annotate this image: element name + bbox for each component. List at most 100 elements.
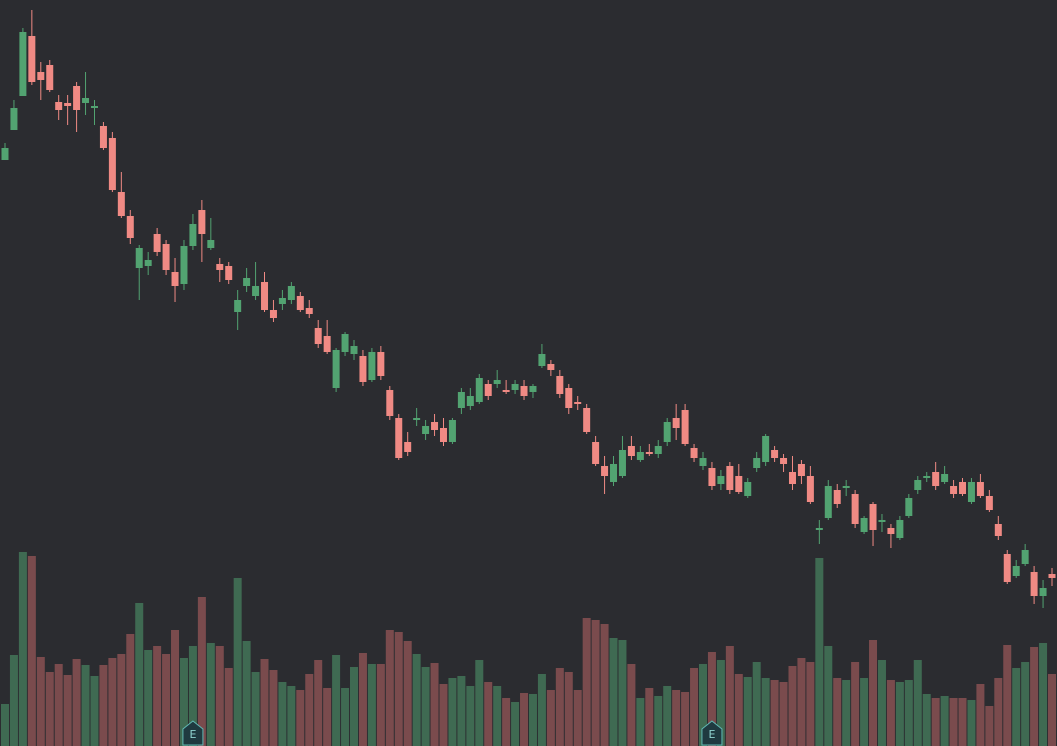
candle-body: [198, 210, 206, 234]
candle-body: [574, 402, 582, 404]
volume-bar: [215, 646, 224, 746]
candle-body: [824, 486, 832, 518]
volume-bar: [582, 618, 591, 746]
volume-bar: [27, 556, 36, 746]
event-label: E: [708, 728, 715, 741]
volume-bar: [797, 658, 806, 746]
volume-bar: [690, 668, 699, 746]
volume-bar: [54, 664, 63, 746]
candle-body: [332, 350, 340, 388]
candle-body: [529, 386, 537, 392]
volume-bar: [314, 660, 323, 746]
candle-body: [950, 486, 958, 494]
candle-body: [82, 98, 90, 103]
volume-bar: [376, 664, 385, 746]
candle-body: [234, 300, 242, 312]
candle-body: [1003, 554, 1011, 582]
volume-bar: [788, 666, 797, 746]
volume-bar: [341, 688, 350, 746]
candle-body: [207, 240, 215, 248]
volume-bar: [770, 680, 779, 746]
volume-bar: [72, 659, 81, 746]
volume-bar: [188, 646, 197, 746]
candle-body: [1030, 572, 1038, 596]
volume-bar: [126, 634, 135, 746]
candle-body: [314, 328, 322, 344]
candle-body: [162, 244, 170, 270]
volume-bar: [233, 578, 242, 746]
candle-body: [869, 504, 877, 530]
volume-bar: [752, 662, 761, 746]
candle-body: [55, 102, 63, 110]
candle-body: [475, 378, 483, 402]
candle-body: [117, 192, 125, 216]
volume-bar: [609, 638, 618, 746]
candle-body: [1, 148, 9, 160]
volume-bar: [600, 624, 609, 746]
candle-body: [64, 103, 72, 106]
candle-body: [717, 476, 725, 484]
candle-body: [1048, 574, 1056, 578]
volume-bar: [296, 690, 305, 746]
candle-body: [762, 436, 770, 462]
volume-bar: [877, 660, 886, 746]
volume-bar: [350, 667, 358, 746]
candle-body: [994, 524, 1002, 536]
volume-bar: [779, 682, 788, 746]
candle-body: [672, 418, 680, 428]
candle-body: [395, 418, 403, 458]
volume-bar: [904, 680, 913, 746]
volume-bar: [672, 690, 681, 746]
candle-body: [278, 298, 286, 304]
volume-bar: [81, 665, 90, 746]
candle-body: [484, 384, 492, 396]
volume-bar: [269, 670, 278, 746]
volume-bar: [9, 655, 18, 746]
volume-bar: [636, 698, 645, 746]
candle-body: [699, 458, 707, 466]
volume-bar: [869, 640, 878, 746]
candle-body: [806, 476, 814, 502]
volume-bar: [197, 597, 206, 746]
candle-body: [941, 474, 949, 482]
volume-bar: [1030, 647, 1039, 746]
candle-body: [959, 482, 967, 494]
volume-bar: [260, 659, 269, 746]
candle-body: [126, 216, 134, 238]
candle-body: [896, 520, 904, 538]
volume-bar: [153, 646, 162, 746]
candle-body: [538, 354, 546, 366]
candle-body: [261, 282, 269, 310]
volume-bar: [994, 678, 1003, 746]
volume-bar: [716, 660, 725, 746]
candle-body: [1021, 550, 1029, 564]
candle-body: [967, 482, 975, 502]
candle-body: [296, 296, 304, 310]
candle-body: [636, 452, 644, 460]
candle-body: [985, 496, 993, 510]
volume-bar: [358, 653, 367, 746]
volume-bar: [394, 632, 403, 746]
candle-body: [404, 442, 412, 452]
candle-body: [144, 260, 152, 266]
volume-bar: [412, 654, 421, 746]
volume-bar: [681, 692, 690, 746]
candle-body: [153, 234, 161, 252]
volume-bar: [108, 658, 117, 746]
volume-bar: [663, 686, 672, 746]
volume-bar: [976, 684, 985, 746]
volume-bar: [224, 668, 233, 746]
volume-bar: [18, 552, 27, 746]
candle-body: [815, 528, 823, 530]
volume-bar: [1039, 643, 1048, 746]
candle-body: [663, 422, 671, 442]
volume-bar: [511, 702, 520, 746]
volume-bar: [860, 678, 869, 746]
volume-bar: [287, 686, 296, 746]
volume-bar: [922, 694, 931, 746]
candle-body: [225, 266, 233, 280]
candle-body: [788, 472, 796, 484]
volume-bar: [332, 655, 341, 746]
